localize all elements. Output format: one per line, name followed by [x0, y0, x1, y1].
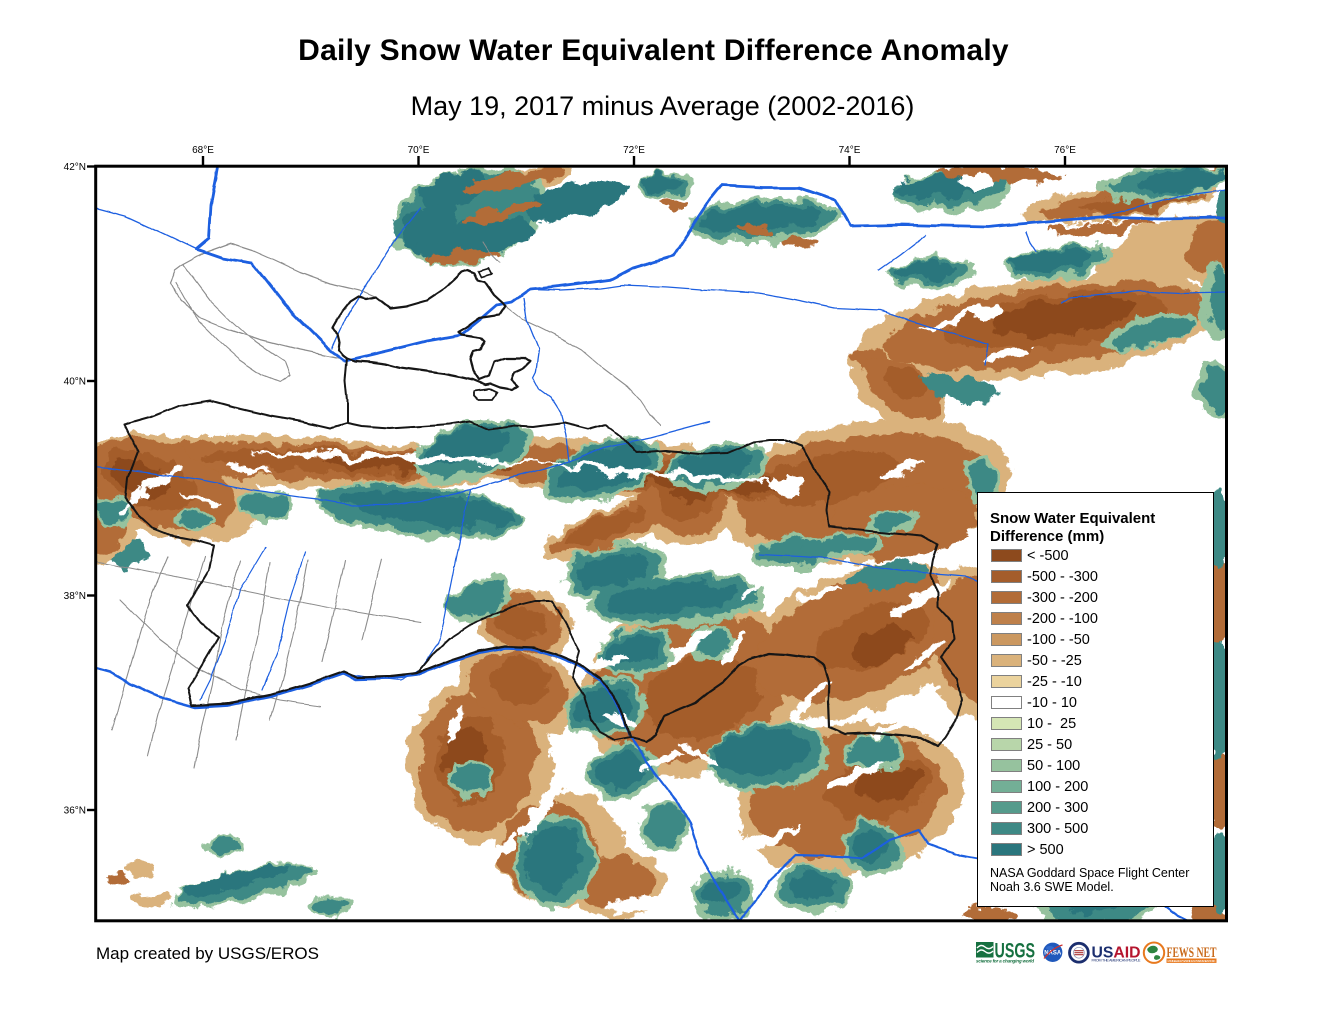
svg-text:FEWS NET: FEWS NET — [1167, 945, 1217, 961]
svg-text:70°E: 70°E — [408, 145, 430, 156]
svg-text:76°E: 76°E — [1054, 145, 1076, 156]
svg-text:36°N: 36°N — [64, 806, 86, 817]
svg-text:42°N: 42°N — [64, 162, 86, 173]
svg-text:40°N: 40°N — [64, 377, 86, 388]
svg-text:38°N: 38°N — [64, 591, 86, 602]
svg-text:72°E: 72°E — [623, 145, 645, 156]
svg-text:68°E: 68°E — [192, 145, 214, 156]
svg-text:74°E: 74°E — [839, 145, 861, 156]
svg-text:FROM THE AMERICAN PEOPLE: FROM THE AMERICAN PEOPLE — [1092, 959, 1142, 963]
svg-text:NASA: NASA — [1044, 951, 1062, 957]
svg-text:USAID: USAID — [1092, 945, 1141, 962]
svg-text:USGS: USGS — [995, 939, 1036, 963]
svg-text:science for a changing world: science for a changing world — [976, 959, 1034, 964]
svg-text:FAMINE EARLY WARNING SYSTEMS N: FAMINE EARLY WARNING SYSTEMS NETWORK — [1168, 959, 1216, 963]
